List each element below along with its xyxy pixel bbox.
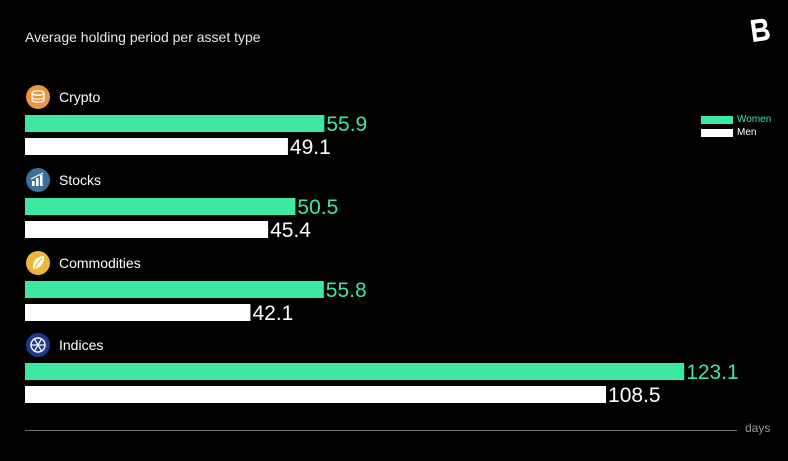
bar-men-commodities [25,304,251,321]
value-label-men-stocks: 45.4 [270,219,311,242]
chart-title: Average holding period per asset type [25,29,261,45]
value-label-women-commodities: 55.8 [326,279,367,302]
value-label-men-indices: 108.5 [608,384,661,407]
category-label-crypto: Crypto [59,89,100,105]
bar-men-indices [25,386,607,403]
legend-label-women: Women [737,113,772,125]
bar-men-stocks [25,221,269,238]
commodities-leaf-icon [26,251,50,275]
value-label-men-commodities: 42.1 [252,302,293,325]
value-label-women-crypto: 55.9 [326,113,367,136]
bar-women-crypto [25,115,325,132]
legend-swatch-women [701,115,733,124]
value-label-men-crypto: 49.1 [290,136,331,159]
bar-men-crypto [25,138,288,155]
indices-wheel-icon [26,333,50,357]
category-label-indices: Indices [59,337,103,353]
brand-b-logo-icon [750,18,770,43]
bar-women-commodities [25,281,324,298]
x-axis-unit-label: days [745,421,771,435]
legend-swatch-men [701,128,733,137]
legend: Women Men [701,113,771,139]
bar-women-stocks [25,198,296,215]
legend-label-men: Men [737,126,757,138]
value-label-women-indices: 123.1 [686,361,739,384]
legend-item-women: Women [701,113,771,126]
stocks-chart-icon [26,168,50,192]
coins-icon [26,85,50,109]
bar-women-indices [25,363,685,380]
x-axis-line [25,430,737,431]
legend-item-men: Men [701,126,771,139]
category-label-commodities: Commodities [59,255,141,271]
category-label-stocks: Stocks [59,172,101,188]
value-label-women-stocks: 50.5 [297,196,338,219]
